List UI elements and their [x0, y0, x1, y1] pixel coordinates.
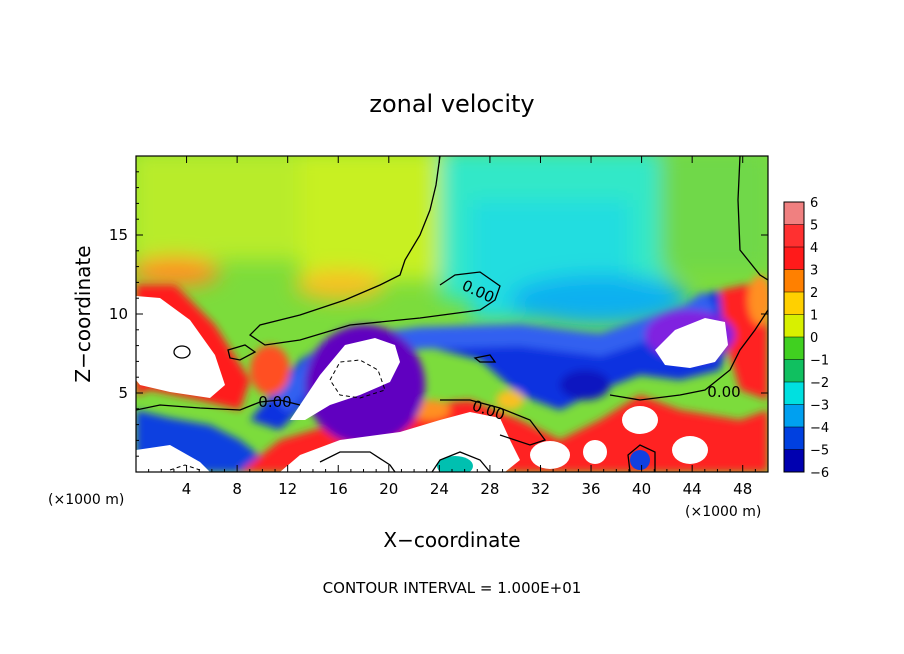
- y-tick-label: 10: [109, 305, 128, 323]
- colorbar-label: 6: [810, 196, 818, 211]
- colorbar-swatch: [784, 449, 804, 472]
- colorbar-swatch: [784, 382, 804, 405]
- colorbar-label: 4: [810, 241, 818, 256]
- colorbar-label: −6: [810, 466, 829, 481]
- x-ticks: 4 8 12 16 20 24 28 32 36 40 44 48: [148, 156, 756, 498]
- x-tick-label: 32: [531, 480, 550, 498]
- colorbar-label: 1: [810, 309, 818, 324]
- colorbar-label: 2: [810, 286, 818, 301]
- colorbar-swatch: [784, 269, 804, 292]
- x-axis-unit-left: (×1000 m): [48, 492, 124, 508]
- x-tick-label: 48: [733, 480, 752, 498]
- colorbar-swatch: [784, 427, 804, 450]
- colorbar-swatch: [784, 337, 804, 360]
- colorbar-swatch: [784, 292, 804, 315]
- x-tick-label: 4: [182, 480, 192, 498]
- y-tick-label: 15: [109, 226, 128, 244]
- x-axis-unit-right: (×1000 m): [685, 504, 761, 520]
- x-tick-label: 8: [232, 480, 242, 498]
- x-tick-label: 36: [581, 480, 600, 498]
- y-tick-label: 5: [118, 384, 128, 402]
- colorbar-label: −5: [810, 444, 829, 459]
- colorbar-swatch: [784, 314, 804, 337]
- colorbar-label: −1: [810, 354, 829, 369]
- colorbar-label: −2: [810, 376, 829, 391]
- chart-title: zonal velocity: [369, 90, 534, 118]
- colorbar: 6 5 4 3 2 1 0 −1 −2 −3 −4 −5 −6: [783, 196, 829, 481]
- x-tick-label: 12: [278, 480, 297, 498]
- colorbar-swatch: [784, 202, 804, 225]
- colorbar-label: 5: [810, 219, 818, 234]
- colorbar-swatch: [784, 359, 804, 382]
- x-tick-label: 24: [430, 480, 449, 498]
- contour-interval-footer: CONTOUR INTERVAL = 1.000E+01: [323, 579, 582, 597]
- x-tick-label: 28: [480, 480, 499, 498]
- colorbar-swatch: [784, 247, 804, 270]
- heatmap-field: 0.00 0.00 0.00 0.00: [136, 156, 768, 472]
- x-axis-label: X−coordinate: [383, 528, 520, 552]
- x-tick-label: 44: [683, 480, 702, 498]
- colorbar-label: 3: [810, 264, 818, 279]
- colorbar-label: 0: [810, 331, 818, 346]
- y-axis-label: Z−coordinate: [71, 245, 95, 382]
- colorbar-label: −4: [810, 421, 829, 436]
- x-tick-label: 16: [329, 480, 348, 498]
- x-tick-label: 40: [632, 480, 651, 498]
- y-ticks: 5 10 15: [109, 171, 768, 457]
- x-tick-label: 20: [379, 480, 398, 498]
- colorbar-label: −3: [810, 399, 829, 414]
- colorbar-swatch: [784, 224, 804, 247]
- colorbar-swatch: [784, 404, 804, 427]
- contour-label: 0.00: [707, 383, 740, 401]
- contour-label: 0.00: [258, 393, 291, 411]
